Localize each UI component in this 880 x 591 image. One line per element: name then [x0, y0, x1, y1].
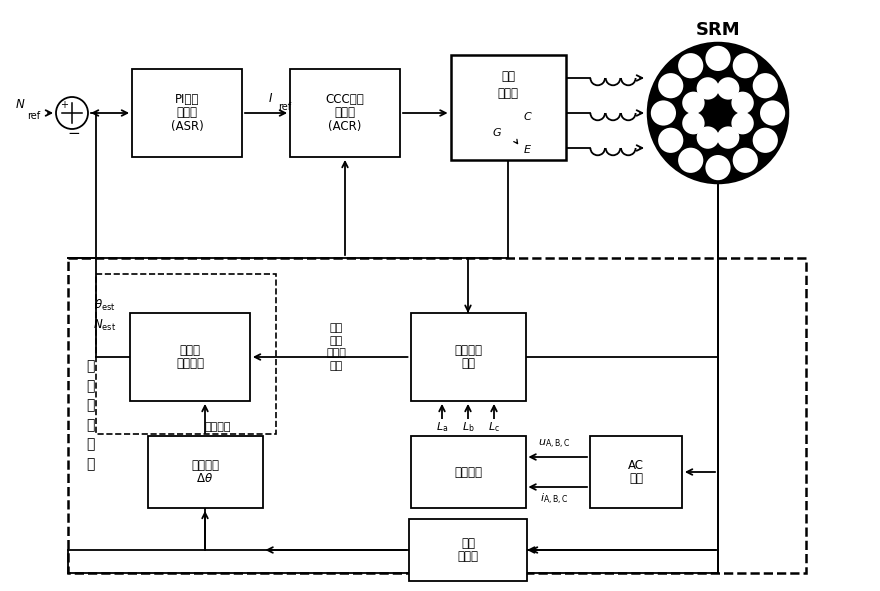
Bar: [409, 519, 527, 581]
Circle shape: [733, 53, 758, 79]
Text: 控制器: 控制器: [334, 106, 356, 119]
Text: (ACR): (ACR): [328, 119, 362, 132]
Circle shape: [682, 112, 705, 134]
Circle shape: [717, 77, 739, 100]
Bar: [410, 436, 525, 508]
Text: 调节器: 调节器: [177, 106, 197, 119]
Circle shape: [752, 73, 778, 98]
Circle shape: [760, 100, 785, 126]
Circle shape: [658, 73, 683, 98]
Text: $L_{\rm a}$: $L_{\rm a}$: [436, 420, 448, 434]
Text: 电感计算: 电感计算: [454, 466, 482, 479]
Text: $I$: $I$: [268, 93, 273, 106]
Circle shape: [709, 105, 726, 121]
Text: $u_{\rm A,B,C}$: $u_{\rm A,B,C}$: [538, 438, 570, 451]
Text: (ASR): (ASR): [171, 119, 203, 132]
Text: 采样: 采样: [629, 472, 643, 485]
Circle shape: [697, 126, 719, 149]
Circle shape: [678, 53, 703, 79]
Text: $\theta_{\rm est}$: $\theta_{\rm est}$: [94, 297, 116, 313]
Circle shape: [717, 126, 739, 149]
Bar: [410, 313, 525, 401]
Circle shape: [706, 46, 730, 71]
Circle shape: [733, 148, 758, 173]
Bar: [148, 436, 262, 508]
Bar: [96, 274, 276, 434]
Text: 负载: 负载: [461, 537, 475, 550]
Text: $N$: $N$: [15, 99, 26, 112]
Circle shape: [658, 128, 683, 153]
Text: $L_{\rm b}$: $L_{\rm b}$: [462, 420, 474, 434]
Text: 无
位
置
控
制
器: 无 位 置 控 制 器: [86, 359, 94, 471]
Circle shape: [651, 100, 676, 126]
Text: 逻辑关系: 逻辑关系: [454, 344, 482, 357]
Text: 功率
变换器: 功率 变换器: [497, 70, 518, 100]
Bar: [290, 69, 400, 157]
Circle shape: [752, 128, 778, 153]
Text: 转矩值: 转矩值: [458, 550, 479, 563]
Text: $\Delta\theta$: $\Delta\theta$: [196, 472, 214, 485]
Text: $L_{\rm c}$: $L_{\rm c}$: [488, 420, 500, 434]
Text: 误差计算: 误差计算: [191, 459, 219, 472]
Text: 误差补偿: 误差补偿: [205, 422, 231, 432]
Text: C: C: [524, 112, 532, 122]
Text: −: −: [68, 126, 80, 141]
Text: 转速估算: 转速估算: [176, 357, 204, 370]
Circle shape: [678, 148, 703, 173]
Text: +: +: [60, 100, 68, 110]
Text: ref: ref: [27, 111, 40, 121]
Text: G: G: [493, 128, 501, 138]
Text: E: E: [524, 145, 531, 155]
Text: 角度和: 角度和: [180, 344, 201, 357]
Text: CCC电流: CCC电流: [326, 93, 364, 106]
Text: ref: ref: [278, 102, 291, 112]
Circle shape: [697, 77, 719, 100]
Bar: [130, 313, 250, 401]
Bar: [132, 69, 242, 157]
Bar: [590, 436, 682, 508]
Text: 交点
位置
的脉冲
信号: 交点 位置 的脉冲 信号: [326, 323, 346, 371]
Bar: [451, 54, 566, 160]
Circle shape: [731, 112, 754, 134]
Circle shape: [682, 92, 705, 114]
Circle shape: [706, 155, 730, 180]
Text: SRM: SRM: [696, 21, 740, 39]
Circle shape: [686, 82, 750, 145]
Text: PI转速: PI转速: [175, 93, 199, 106]
Text: 比较: 比较: [461, 357, 475, 370]
Text: $i_{\rm A,B,C}$: $i_{\rm A,B,C}$: [539, 492, 568, 507]
Bar: [68, 258, 806, 573]
Circle shape: [731, 92, 754, 114]
Circle shape: [648, 43, 788, 183]
Text: AC: AC: [628, 459, 644, 472]
Text: $N_{\rm est}$: $N_{\rm est}$: [93, 317, 116, 333]
